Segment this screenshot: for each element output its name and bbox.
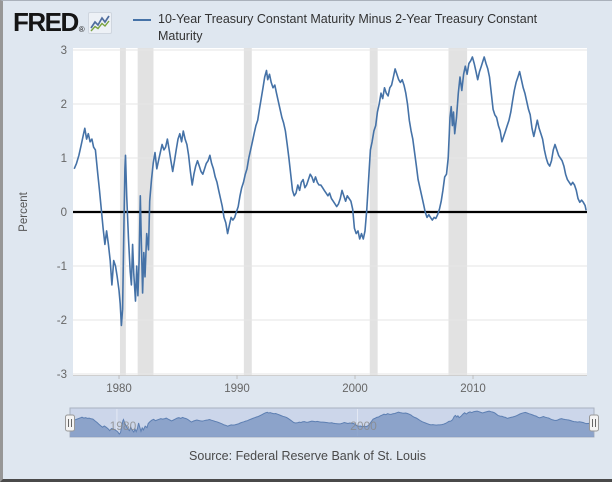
fred-logo-link[interactable]: FRED ® <box>13 9 112 35</box>
y-tick-label: -1 <box>57 261 67 273</box>
y-tick-label: -3 <box>57 369 67 381</box>
x-tick-label: 2010 <box>460 383 486 395</box>
navigator-left-handle[interactable] <box>65 414 75 432</box>
legend-line-swatch <box>133 19 151 21</box>
series-group <box>73 56 587 327</box>
legend-label: 10-Year Treasury Constant Maturity Minus… <box>158 12 538 43</box>
y-tick-label: 1 <box>61 153 67 165</box>
registered-mark: ® <box>78 25 85 34</box>
navigator-right-handle-grip[interactable] <box>589 414 599 432</box>
range-navigator[interactable]: 1980 2000 <box>65 407 599 438</box>
series-legend: 10-Year Treasury Constant Maturity Minus… <box>133 11 537 45</box>
y-tick-label: 2 <box>61 99 67 111</box>
fred-logo-text: FRED <box>13 7 79 37</box>
y-tick-label: -2 <box>57 315 67 327</box>
axis-labels: 3 2 1 0 -1 -2 -3 1980 1990 2000 2010 Percent <box>18 45 486 395</box>
y-axis-title: Percent <box>18 191 30 231</box>
navigator-area[interactable] <box>70 411 594 437</box>
x-tick-label: 1980 <box>106 383 132 395</box>
navigator-year-label: 2000 <box>350 419 377 433</box>
x-tick-label: 1990 <box>224 383 250 395</box>
series-line <box>73 56 587 327</box>
y-tick-label: 3 <box>61 45 67 57</box>
x-tick-label: 2000 <box>342 383 368 395</box>
treasury-spread-chart[interactable]: 3 2 1 0 -1 -2 -3 1980 1990 2000 2010 Percent 1980 20… <box>3 1 612 482</box>
navigator-right-handle[interactable] <box>589 414 599 432</box>
navigator-left-handle-grip[interactable] <box>65 414 75 432</box>
header: FRED ® <box>13 9 112 35</box>
source-attribution: Source: Federal Reserve Bank of St. Loui… <box>189 449 426 463</box>
y-tick-label: 0 <box>61 207 67 219</box>
fred-sparkline-icon <box>87 12 112 34</box>
navigator-year-label: 1980 <box>110 419 137 433</box>
navigator-outline <box>71 410 594 435</box>
